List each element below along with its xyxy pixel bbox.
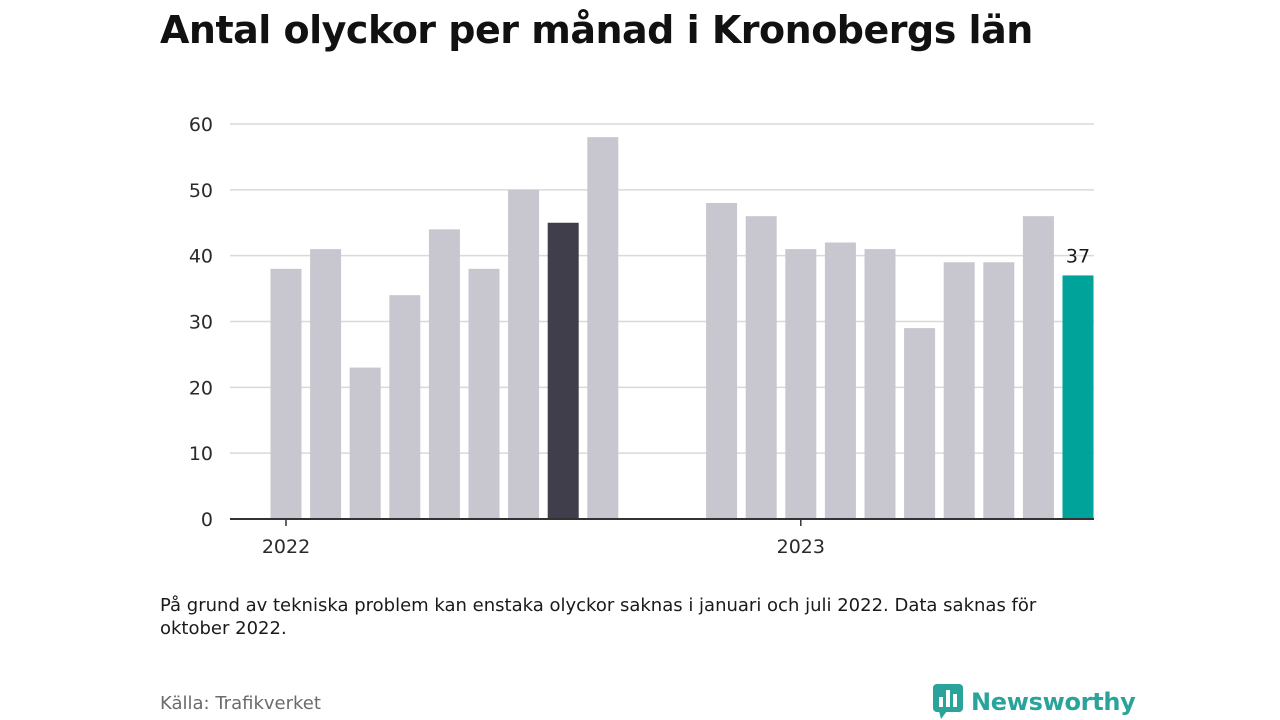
- newsworthy-logo-icon: [933, 684, 963, 719]
- bar: [745, 216, 777, 519]
- bar: [468, 268, 500, 519]
- y-tick-label: 30: [189, 312, 213, 334]
- y-tick-label: 50: [189, 180, 213, 202]
- bar: [270, 268, 302, 519]
- bar: [349, 367, 381, 519]
- bar: [310, 249, 342, 520]
- data-labels: 37: [1066, 245, 1090, 267]
- y-tick-label: 10: [189, 443, 213, 465]
- x-tick-label: 2023: [777, 536, 825, 558]
- brand-logo[interactable]: Newsworthy: [933, 684, 1136, 720]
- chart-title: Antal olyckor per månad i Kronobergs län: [160, 8, 1033, 52]
- bar-chart: 0 10 20 30 40 50 60 37 2022 2023: [189, 114, 1094, 558]
- x-axis: 2022 2023: [230, 518, 1094, 558]
- bar: [943, 262, 975, 519]
- bar: [983, 262, 1015, 519]
- y-tick-label: 40: [189, 246, 213, 268]
- bar: [785, 249, 817, 520]
- bar: [428, 229, 460, 520]
- bar: [904, 328, 936, 519]
- bar: [587, 137, 619, 519]
- data-label: 37: [1066, 245, 1090, 267]
- bar: [547, 222, 579, 519]
- bar: [824, 242, 856, 519]
- y-tick-label: 0: [201, 509, 213, 531]
- chart-note: På grund av tekniska problem kan enstaka…: [160, 595, 1037, 639]
- y-tick-label: 60: [189, 114, 213, 136]
- bar: [706, 203, 738, 519]
- x-tick-label: 2022: [262, 536, 310, 558]
- bar: [389, 295, 421, 519]
- bar: [864, 249, 896, 520]
- bar: [1022, 216, 1054, 519]
- source-text: Källa: Trafikverket: [160, 693, 321, 714]
- y-axis-ticks: 0 10 20 30 40 50 60: [189, 114, 213, 531]
- bar: [1062, 275, 1094, 519]
- bar: [508, 189, 540, 520]
- y-tick-label: 20: [189, 377, 213, 399]
- bars: [270, 137, 1094, 520]
- brand-name: Newsworthy: [971, 688, 1136, 716]
